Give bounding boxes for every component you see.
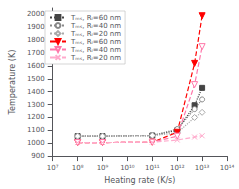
svg-text:1800: 1800 bbox=[27, 36, 45, 44]
svg-text:Tₘₛ, Rᵢ=20 nm: Tₘₛ, Rᵢ=20 nm bbox=[70, 30, 121, 38]
svg-text:Tₘₛ, Rᵢ=60 nm: Tₘₛ, Rᵢ=60 nm bbox=[70, 14, 121, 22]
svg-text:Tₘₛ, Rᵢ=40 nm: Tₘₛ, Rᵢ=40 nm bbox=[70, 46, 121, 54]
svg-text:1000: 1000 bbox=[27, 139, 45, 147]
svg-text:Tₘₛ, Rᵢ=40 nm: Tₘₛ, Rᵢ=40 nm bbox=[70, 22, 121, 30]
svg-text:10¹³: 10¹³ bbox=[195, 164, 210, 172]
svg-text:Tₘₛ, Rᵢ=60 nm: Tₘₛ, Rᵢ=60 nm bbox=[70, 38, 121, 46]
svg-text:Heating rate (K/s): Heating rate (K/s) bbox=[104, 176, 175, 185]
svg-text:10¹²: 10¹² bbox=[170, 164, 185, 172]
svg-text:1100: 1100 bbox=[27, 126, 45, 134]
svg-text:1700: 1700 bbox=[27, 49, 45, 57]
svg-text:1400: 1400 bbox=[27, 88, 45, 96]
svg-text:10¹¹: 10¹¹ bbox=[145, 164, 160, 172]
svg-text:1500: 1500 bbox=[27, 75, 45, 83]
svg-text:10⁸: 10⁸ bbox=[72, 164, 84, 172]
svg-text:10⁹: 10⁹ bbox=[97, 164, 109, 172]
svg-text:10⁷: 10⁷ bbox=[47, 164, 59, 172]
svg-text:Temperature (K): Temperature (K) bbox=[8, 50, 17, 116]
svg-text:1900: 1900 bbox=[27, 23, 45, 31]
svg-text:2000: 2000 bbox=[27, 10, 45, 18]
svg-text:1200: 1200 bbox=[27, 113, 45, 121]
svg-text:10¹⁰: 10¹⁰ bbox=[120, 164, 135, 172]
svg-text:1600: 1600 bbox=[27, 62, 45, 70]
svg-text:Tₘₛ, Rᵢ=20 nm: Tₘₛ, Rᵢ=20 nm bbox=[70, 54, 121, 62]
svg-text:10¹⁴: 10¹⁴ bbox=[220, 164, 235, 172]
svg-text:900: 900 bbox=[31, 152, 44, 160]
svg-text:1300: 1300 bbox=[27, 101, 45, 109]
